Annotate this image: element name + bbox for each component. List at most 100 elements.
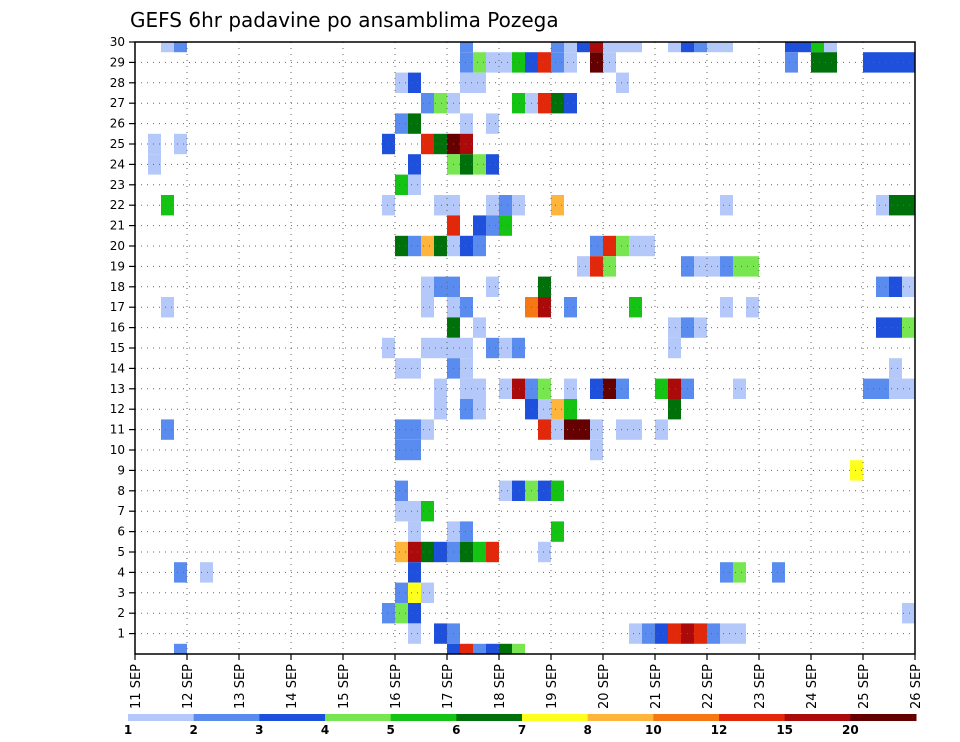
heatmap-cell	[473, 52, 486, 73]
heatmap-cell	[902, 317, 915, 338]
heatmap-cell	[395, 603, 408, 624]
heatmap-cell	[863, 378, 876, 399]
heatmap-cell	[876, 317, 889, 338]
x-tick-label: 18 SEP	[493, 664, 508, 709]
y-tick-label: 12	[110, 402, 125, 416]
heatmap-cell	[434, 133, 447, 155]
y-tick-label: 4	[117, 565, 125, 579]
heatmap-cell	[460, 378, 473, 399]
heatmap-cell	[395, 419, 408, 440]
heatmap-cell	[642, 235, 655, 257]
heatmap-cell	[434, 235, 447, 257]
heatmap-cell	[590, 42, 603, 53]
heatmap-cell	[408, 582, 421, 603]
heatmap-cell	[434, 337, 447, 359]
heatmap-cell	[538, 297, 551, 318]
heatmap-cell	[564, 42, 577, 53]
heatmap-cell	[421, 276, 434, 297]
x-axis: 11 SEP 12 SEP 13 SEP 14 SEP 15 SEP 16 SEP 17 S…	[129, 654, 924, 709]
heatmap-cell	[174, 643, 187, 654]
heatmap-cell	[564, 93, 577, 114]
y-tick-label: 28	[110, 76, 125, 90]
heatmap-cell	[551, 521, 564, 542]
heatmap-cell	[161, 297, 174, 318]
heatmap-cell	[811, 52, 824, 73]
heatmap-cell	[408, 72, 421, 93]
y-tick-label: 8	[117, 484, 125, 498]
heatmap-cell	[694, 256, 707, 277]
y-tick-label: 3	[117, 586, 125, 600]
heatmap-cell	[577, 42, 590, 53]
heatmap-cell	[512, 195, 525, 216]
heatmap-cell	[473, 378, 486, 399]
heatmap-cell	[564, 399, 577, 420]
heatmap-cell	[408, 562, 421, 583]
colorbar-swatch	[653, 714, 720, 721]
x-tick-label: 20 SEP	[597, 664, 612, 709]
heatmap-cell	[629, 297, 642, 318]
heatmap-cell	[577, 419, 590, 440]
heatmap-cell	[499, 378, 512, 399]
colorbar-label: 6	[452, 723, 460, 737]
heatmap-cell	[733, 256, 746, 277]
heatmap-cell	[668, 623, 681, 644]
y-tick-label: 27	[110, 96, 125, 110]
heatmap-cell	[746, 256, 759, 277]
heatmap-cell	[590, 52, 603, 73]
y-tick-label: 11	[110, 423, 125, 437]
heatmap-cell	[889, 358, 902, 379]
y-tick-label: 25	[110, 137, 125, 151]
y-tick-label: 22	[110, 198, 125, 212]
heatmap-cell	[174, 133, 187, 155]
y-tick-label: 10	[110, 443, 125, 457]
heatmap-cell	[421, 133, 434, 155]
heatmap-cell	[733, 623, 746, 644]
heatmap-cell	[499, 337, 512, 359]
heatmap-cell	[707, 256, 720, 277]
y-tick-label: 9	[117, 463, 125, 477]
y-tick-label: 30	[110, 35, 125, 49]
colorbar-label: 4	[321, 723, 329, 737]
y-tick-label: 19	[110, 259, 125, 273]
colorbar-swatch	[128, 714, 195, 721]
heatmap-cell	[564, 378, 577, 399]
heatmap-cell	[460, 42, 473, 53]
heatmap-cell	[876, 276, 889, 297]
colorbar-label: 10	[645, 723, 662, 737]
x-tick-label: 24 SEP	[805, 664, 820, 709]
heatmap-cell	[512, 52, 525, 73]
heatmap-cell	[486, 337, 499, 359]
x-tick-label: 25 SEP	[857, 664, 872, 709]
heatmap-cell	[148, 154, 161, 175]
heatmap-cell	[902, 52, 915, 73]
x-tick-label: 22 SEP	[701, 664, 716, 709]
heatmap-cell	[902, 195, 915, 216]
x-tick-label: 15 SEP	[337, 664, 352, 709]
colorbar-label: 3	[255, 723, 263, 737]
heatmap-cell	[772, 562, 785, 583]
y-tick-label: 26	[110, 117, 125, 131]
heatmap-cell	[616, 419, 629, 440]
heatmap-cell	[486, 541, 499, 563]
heatmap-cell	[824, 42, 837, 53]
heatmap-cell	[421, 93, 434, 114]
heatmap-cell	[408, 419, 421, 440]
heatmap-cell	[746, 297, 759, 318]
heatmap-cell	[460, 72, 473, 93]
heatmap-cell	[395, 113, 408, 134]
heatmap-cell	[421, 337, 434, 359]
heatmap-cell	[473, 317, 486, 338]
heatmap-cell	[694, 623, 707, 644]
colorbar-label: 15	[776, 723, 793, 737]
heatmap-cell	[421, 419, 434, 440]
heatmap-cell	[460, 113, 473, 134]
heatmap-cell	[434, 276, 447, 297]
y-tick-label: 1	[117, 627, 125, 641]
heatmap-cell	[850, 460, 863, 481]
heatmap-cell	[629, 419, 642, 440]
colorbar-label: 7	[518, 723, 526, 737]
heatmap-cell	[564, 297, 577, 318]
heatmap-cell	[382, 603, 395, 624]
heatmap-cell	[512, 337, 525, 359]
